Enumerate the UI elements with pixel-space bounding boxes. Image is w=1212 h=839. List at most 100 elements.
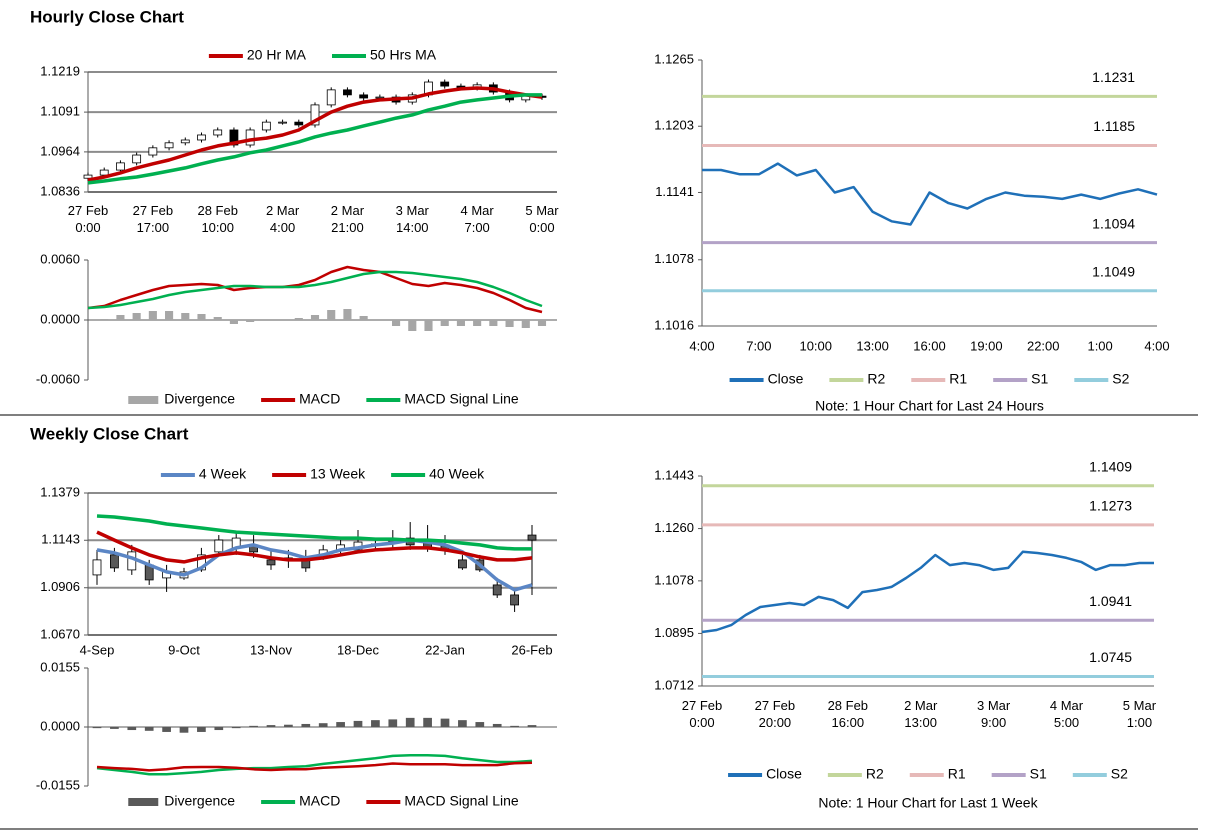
- legend: Close R2 R1 S1 S2: [729, 371, 1130, 387]
- y-tick-label: 1.1265: [654, 51, 694, 66]
- series-line: [87, 270, 543, 310]
- legend-label: Divergence: [164, 391, 235, 407]
- y-tick-label: 1.1078: [654, 572, 694, 587]
- x-tick-label: 27 Feb 0:00: [682, 698, 722, 730]
- legend-label: MACD Signal Line: [404, 793, 519, 809]
- candle-body: [197, 134, 206, 141]
- candle-body: [132, 154, 142, 164]
- candle-body: [326, 89, 336, 106]
- candle-body: [213, 129, 223, 136]
- divergence-bar: [408, 320, 417, 331]
- legend-swatch: [128, 798, 159, 806]
- legend: Divergence MACD MACD Signal Line: [128, 793, 519, 809]
- chart-panel: -0.0060 0.0000 0.0060 Divergence MACD MACD Si…: [36, 251, 557, 407]
- candle-body: [457, 559, 467, 569]
- divergence-bar: [440, 718, 450, 727]
- series-line: [702, 162, 1158, 226]
- legend-label: R1: [948, 766, 966, 782]
- chart-panel: Hourly Close Chart 1.0836 1.0964 1.1091 1.12…: [30, 7, 559, 235]
- y-tick-label: 1.0670: [40, 626, 80, 641]
- divergence-bar: [405, 717, 415, 727]
- y-tick-label: 1.1143: [41, 532, 80, 547]
- x-tick-label: 4:00: [689, 338, 714, 353]
- x-tick-label: 4-Sep: [80, 642, 115, 657]
- legend-label: 4 Week: [199, 466, 247, 482]
- divergence-bar: [181, 313, 190, 320]
- divergence-bar: [359, 316, 368, 320]
- x-tick-label: 19:00: [970, 338, 1003, 353]
- legend-label: Divergence: [164, 793, 235, 809]
- chart-panel: 1.1016 1.1078 1.1141 1.1203 1.1265 4:00 7:00 10…: [654, 51, 1169, 413]
- y-tick-label: -0.0060: [36, 371, 80, 386]
- candle-body: [294, 121, 304, 126]
- divergence-bar: [249, 725, 258, 727]
- candle-body: [245, 129, 255, 146]
- divergence-bar: [294, 318, 303, 320]
- divergence-bar: [284, 724, 293, 727]
- chart-panel: Weekly Close Chart 1.0670 1.0906 1.1143 1.13…: [30, 424, 557, 657]
- level-label: 1.1409: [1089, 458, 1132, 474]
- y-tick-label: 1.1016: [654, 317, 694, 332]
- legend-label: S2: [1112, 371, 1129, 387]
- divergence-bar: [510, 725, 519, 727]
- chart-panel: 1.0712 1.0895 1.1078 1.1260 1.1443 27 Feb 0:00…: [654, 458, 1156, 810]
- x-tick-label: 28 Feb 16:00: [828, 698, 868, 730]
- divergence-bar: [505, 320, 514, 327]
- chart-note: Note: 1 Hour Chart for Last 24 Hours: [815, 398, 1044, 414]
- candle-body: [214, 539, 224, 553]
- legend-label: MACD: [299, 793, 340, 809]
- divergence-bar: [456, 320, 465, 326]
- divergence-bar: [165, 311, 174, 320]
- section-title: Weekly Close Chart: [30, 424, 189, 443]
- candle-body: [116, 162, 125, 171]
- x-tick-label: 3 Mar 14:00: [396, 203, 430, 235]
- candle-body: [83, 174, 93, 179]
- divergence-bar: [521, 320, 530, 328]
- divergence-bar: [229, 320, 238, 324]
- y-tick-label: 1.1260: [654, 520, 694, 535]
- divergence-bar: [110, 727, 119, 729]
- y-tick-label: 0.0000: [40, 718, 80, 733]
- y-tick-label: 1.0895: [654, 625, 694, 640]
- divergence-bar: [440, 320, 449, 326]
- series-line: [96, 530, 533, 564]
- y-tick-label: 1.0712: [654, 677, 694, 692]
- divergence-bar: [179, 727, 189, 733]
- candle-body: [229, 129, 239, 146]
- x-tick-label: 27 Feb 17:00: [133, 203, 173, 235]
- legend-swatch: [128, 396, 159, 404]
- divergence-bar: [458, 720, 467, 727]
- candle-body: [148, 147, 158, 156]
- divergence-bar: [127, 727, 137, 731]
- legend: Divergence MACD MACD Signal Line: [128, 391, 519, 407]
- divergence-bar: [92, 727, 102, 729]
- divergence-bar: [537, 320, 547, 326]
- legend-label: 20 Hr MA: [247, 47, 307, 63]
- divergence-bar: [423, 717, 432, 727]
- divergence-bar: [132, 313, 141, 320]
- legend-label: R2: [866, 766, 884, 782]
- x-tick-label: 2 Mar 13:00: [904, 698, 938, 730]
- y-tick-label: 0.0155: [40, 659, 80, 674]
- x-tick-label: 22:00: [1027, 338, 1060, 353]
- x-tick-label: 13:00: [856, 338, 889, 353]
- candle-body: [266, 559, 276, 566]
- level-label: 1.0941: [1089, 593, 1132, 609]
- x-tick-label: 5 Mar 0:00: [525, 203, 559, 235]
- x-tick-label: 27 Feb 0:00: [68, 203, 108, 235]
- x-tick-label: 2 Mar 21:00: [331, 203, 365, 235]
- candle-body: [92, 559, 102, 576]
- y-tick-label: 1.1141: [655, 184, 694, 199]
- divergence-bar: [301, 723, 311, 727]
- divergence-bar: [197, 314, 206, 320]
- candle-body: [99, 169, 109, 176]
- divergence-bar: [473, 320, 482, 326]
- level-label: 1.0745: [1089, 649, 1132, 665]
- divergence-bar: [213, 317, 222, 320]
- chart-note: Note: 1 Hour Chart for Last 1 Week: [818, 795, 1038, 811]
- y-tick-label: 1.1203: [654, 118, 694, 133]
- x-tick-label: 7:00: [746, 338, 771, 353]
